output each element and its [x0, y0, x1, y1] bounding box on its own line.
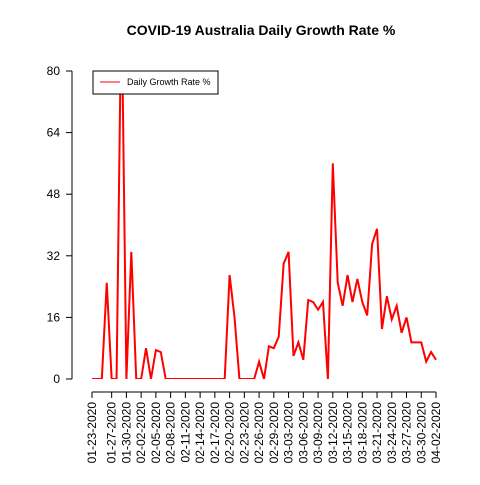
data-line: [92, 71, 437, 379]
legend-label: Daily Growth Rate %: [127, 77, 211, 87]
x-tick-label: 01-27-2020: [105, 402, 119, 464]
chart-title: COVID-19 Australia Daily Growth Rate %: [127, 22, 396, 38]
x-tick-label: 01-23-2020: [85, 402, 99, 464]
y-tick-label: 32: [47, 249, 61, 263]
x-tick-label: 03-18-2020: [355, 402, 369, 464]
y-tick-label: 16: [47, 310, 61, 324]
x-tick-label: 02-05-2020: [149, 402, 163, 464]
x-tick-label: 03-15-2020: [341, 402, 355, 464]
x-tick-label: 03-30-2020: [414, 402, 428, 464]
x-tick-label: 01-30-2020: [119, 402, 133, 464]
x-tick-label: 02-02-2020: [134, 402, 148, 464]
y-tick-label: 48: [47, 187, 61, 201]
y-tick-label: 64: [47, 126, 61, 140]
x-tick-label: 02-29-2020: [267, 402, 281, 464]
x-tick-label: 03-06-2020: [296, 402, 310, 464]
plot-area: [92, 71, 437, 379]
x-tick-label: 04-02-2020: [429, 402, 443, 464]
x-tick-label: 02-26-2020: [252, 402, 266, 464]
y-tick-label: 80: [47, 64, 61, 78]
x-tick-label: 02-17-2020: [208, 402, 222, 464]
x-tick-label: 03-27-2020: [400, 402, 414, 464]
x-tick-label: 02-20-2020: [223, 402, 237, 464]
x-tick-label: 02-11-2020: [178, 402, 192, 463]
x-tick-label: 02-08-2020: [164, 402, 178, 464]
x-tick-label: 03-24-2020: [385, 402, 399, 464]
legend-box: [92, 70, 219, 95]
x-tick-label: 03-12-2020: [326, 402, 340, 464]
x-tick-label: 03-03-2020: [282, 402, 296, 464]
y-tick-label: 0: [53, 372, 60, 386]
x-tick-label: 03-09-2020: [311, 402, 325, 464]
x-tick-label: 02-14-2020: [193, 402, 207, 464]
x-tick-label: 02-23-2020: [237, 402, 251, 464]
x-tick-label: 03-21-2020: [370, 402, 384, 464]
